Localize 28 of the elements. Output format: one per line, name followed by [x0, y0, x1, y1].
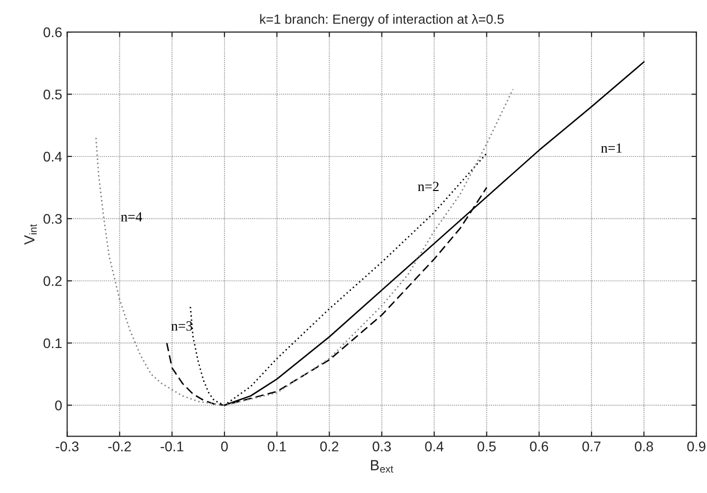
y-axis-title: V$_{int}$: [24, 224, 37, 245]
series-label: n=3: [171, 321, 192, 331]
x-tick-label: 0: [221, 442, 228, 452]
y-tick-label: 0.3: [44, 214, 62, 224]
line-series: [95, 88, 514, 406]
x-tick-label: 0.5: [478, 442, 496, 452]
series-label: n=2: [418, 182, 439, 192]
x-tick-label: 0.6: [530, 442, 548, 452]
x-tick-label: -0.2: [108, 442, 131, 452]
x-tick-label: 0.3: [372, 442, 391, 452]
y-tick-label: 0.2: [44, 276, 62, 286]
x-tick-label: 0.1: [268, 442, 286, 452]
x-tick-label: -0.1: [160, 442, 184, 452]
x-axis-title: B$_{ext}$: [371, 460, 394, 473]
x-tick-label: 0.7: [582, 442, 600, 452]
chart-title: k=1 branch: Energy of interaction at λ=0.5: [260, 14, 504, 26]
y-tick-label: 0.1: [44, 338, 62, 348]
y-tick-label: 0.6: [44, 27, 62, 38]
x-tick-label: -0.3: [56, 442, 79, 452]
x-tick-label: 0.8: [634, 442, 654, 452]
y-tick-label: 0.4: [44, 152, 62, 162]
y-tick-label: 0: [55, 400, 62, 410]
x-tick-label: 0.2: [320, 442, 338, 452]
x-tick-label: 0.4: [425, 442, 444, 452]
y-tick-label: 0.5: [44, 90, 62, 100]
x-tick-label: 0.9: [687, 442, 706, 452]
series-label: n=4: [120, 212, 142, 222]
text: n=1: [601, 143, 622, 153]
